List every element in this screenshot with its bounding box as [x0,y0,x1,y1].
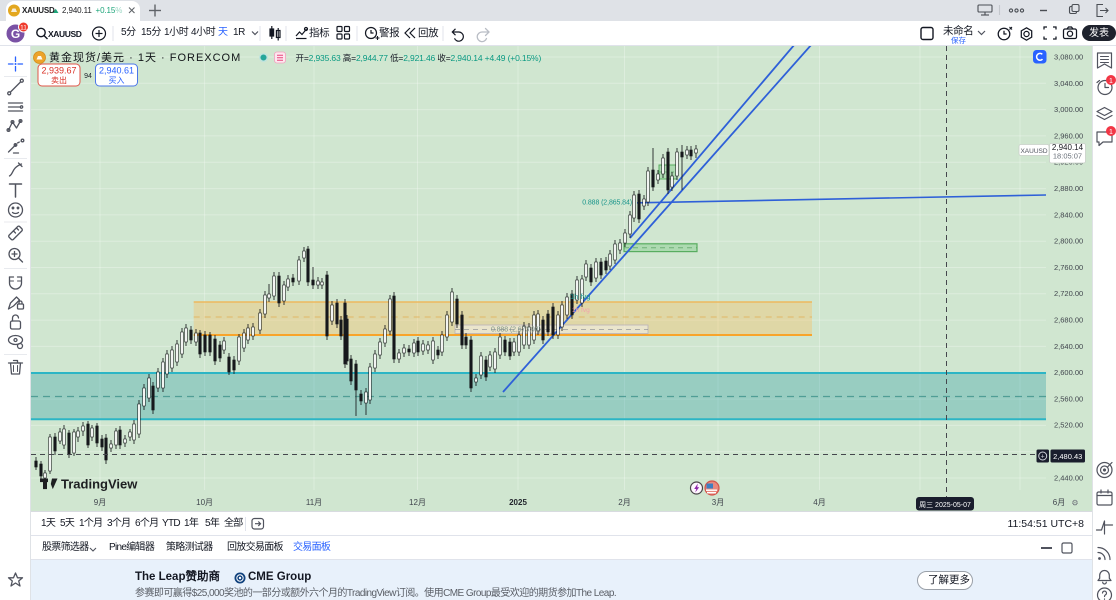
svg-text:2025: 2025 [509,498,527,507]
svg-text:2,600.00: 2,600.00 [1054,368,1083,377]
svg-text:2,440.00: 2,440.00 [1054,473,1083,482]
svg-text:TradingView: TradingView [61,477,138,492]
svg-text:2,520.00: 2,520.00 [1054,421,1083,430]
svg-text:1: 1 [1109,129,1113,136]
svg-text:周三 2025-05-07: 周三 2025-05-07 [919,501,971,509]
svg-text:18:05:07: 18:05:07 [1053,152,1082,161]
svg-text:2,680.00: 2,680.00 [1054,316,1083,325]
svg-text:开=2,935.63 高=2,944.77 低=2,921.: 开=2,935.63 高=2,944.77 低=2,921.46 收=2,940… [296,53,542,63]
svg-text:4月: 4月 [813,498,825,507]
svg-text:1h fvg: 1h fvg [572,307,590,314]
svg-text:买入: 买入 [109,76,125,85]
svg-text:2,939.67: 2,939.67 [41,66,76,76]
svg-text:2,480.43: 2,480.43 [1053,452,1082,461]
svg-text:2,760.00: 2,760.00 [1054,263,1083,272]
svg-text:+: + [1041,454,1045,461]
svg-text:黄金现货/美元 · 1天 · FOREXCOM: 黄金现货/美元 · 1天 · FOREXCOM [49,50,241,64]
svg-text:12月: 12月 [409,498,426,507]
svg-text:2,960.00: 2,960.00 [1054,131,1083,140]
svg-text:0.888 (2,673.94): 0.888 (2,673.94) [491,327,541,334]
svg-text:9月: 9月 [94,498,106,507]
svg-text:2,840.00: 2,840.00 [1054,210,1083,219]
svg-text:2月: 2月 [618,498,630,507]
svg-text:卖出: 卖出 [51,75,67,85]
svg-text:XAUUSD: XAUUSD [1020,148,1047,155]
svg-text:2,640.00: 2,640.00 [1054,342,1083,351]
svg-text:94: 94 [84,73,92,80]
svg-text:0.888 (2,865.84): 0.888 (2,865.84) [582,200,632,207]
svg-text:2,880.00: 2,880.00 [1054,184,1083,193]
svg-text:2,940.14: 2,940.14 [1052,143,1084,152]
svg-text:3月: 3月 [712,498,724,507]
svg-text:2,940.61: 2,940.61 [99,66,134,76]
svg-text:11月: 11月 [306,498,322,507]
svg-text:3,040.00: 3,040.00 [1054,79,1083,88]
svg-text:1h fvg: 1h fvg [570,292,590,301]
svg-text:⚙: ⚙ [1071,499,1078,508]
svg-text:G: G [11,27,20,41]
svg-text:2,560.00: 2,560.00 [1054,394,1083,403]
svg-text:3,080.00: 3,080.00 [1054,53,1083,62]
svg-text:2,800.00: 2,800.00 [1054,237,1083,246]
svg-text:1: 1 [1109,78,1113,85]
svg-text:6月: 6月 [1053,498,1065,507]
svg-text:11: 11 [20,25,27,32]
svg-text:2,720.00: 2,720.00 [1054,289,1083,298]
svg-text:10月: 10月 [196,498,213,507]
svg-text:3,000.00: 3,000.00 [1054,105,1083,114]
